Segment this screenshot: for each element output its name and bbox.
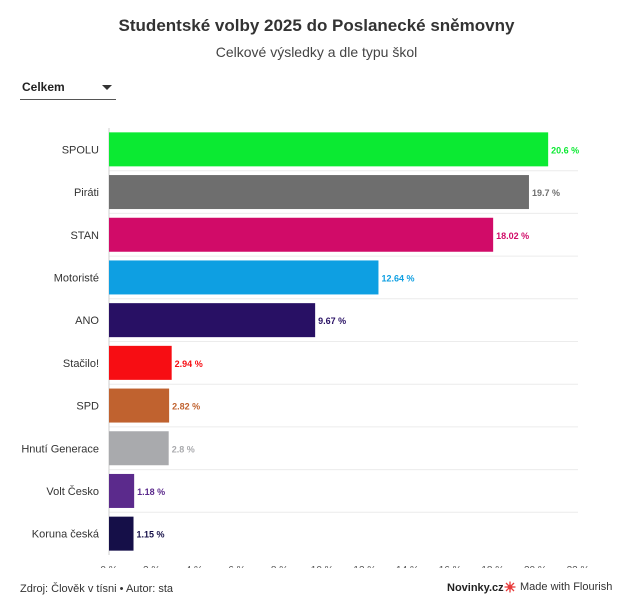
x-tick-label: 22 % [567, 565, 590, 568]
data-label: 20.6 % [551, 145, 579, 155]
x-tick-label: 0 % [100, 565, 117, 568]
bar-chart: SPOLU 20.6 % Piráti 19.7 % STAN 18.02 % Motori… [21, 128, 590, 568]
x-tick-label: 4 % [186, 565, 203, 568]
flourish-logo-icon [504, 581, 516, 593]
data-label: 12.64 % [381, 273, 414, 283]
chart-subtitle: Celkové výsledky a dle typu škol [215, 44, 418, 60]
flourish-credit[interactable]: Made with Flourish [504, 581, 612, 593]
category-label: ANO [75, 315, 99, 327]
chevron-down-icon [102, 85, 112, 90]
bar [109, 260, 379, 295]
x-tick-label: 8 % [271, 565, 288, 568]
bar [109, 431, 169, 466]
bar [109, 345, 172, 380]
category-label: SPD [76, 401, 99, 413]
x-tick-label: 2 % [143, 565, 160, 568]
data-label: 19.7 % [532, 188, 560, 198]
data-label: 2.8 % [172, 444, 195, 454]
x-tick-label: 12 % [353, 565, 376, 568]
dropdown-selected-value: Celkem [22, 80, 65, 94]
data-label: 1.15 % [137, 530, 165, 540]
category-label: Stačilo! [63, 358, 99, 370]
x-tick-label: 16 % [439, 565, 462, 568]
data-label: 2.82 % [172, 402, 200, 412]
category-label: Motoristé [54, 272, 99, 284]
x-tick-label: 14 % [396, 565, 419, 568]
category-label: SPOLU [62, 144, 99, 156]
bar [109, 388, 170, 423]
brand-logo[interactable]: Novinky.cz [447, 582, 504, 594]
bar [109, 132, 549, 167]
chart-title: Studentské volby 2025 do Poslanecké sněm… [118, 16, 515, 35]
data-label: 2.94 % [175, 359, 203, 369]
x-tick-label: 20 % [524, 565, 547, 568]
category-label: Hnutí Generace [21, 443, 99, 455]
category-label: Volt Česko [46, 485, 99, 498]
bar [109, 473, 135, 508]
bar [109, 516, 134, 551]
category-label: Koruna česká [32, 529, 100, 541]
data-label: 18.02 % [496, 231, 529, 241]
category-label: Piráti [74, 187, 99, 199]
flourish-credit-label: Made with Flourish [520, 581, 613, 593]
bar [109, 175, 529, 210]
bar [109, 217, 494, 252]
data-label: 9.67 % [318, 316, 346, 326]
x-tick-label: 10 % [311, 565, 334, 568]
bar [109, 303, 316, 338]
category-label: STAN [70, 230, 99, 242]
category-dropdown[interactable]: Celkem [20, 77, 116, 100]
x-tick-label: 18 % [481, 565, 504, 568]
data-label: 1.18 % [137, 487, 165, 497]
source-credit: Zdroj: Člověk v tísni • Autor: sta [20, 583, 174, 595]
x-tick-label: 6 % [228, 565, 245, 568]
